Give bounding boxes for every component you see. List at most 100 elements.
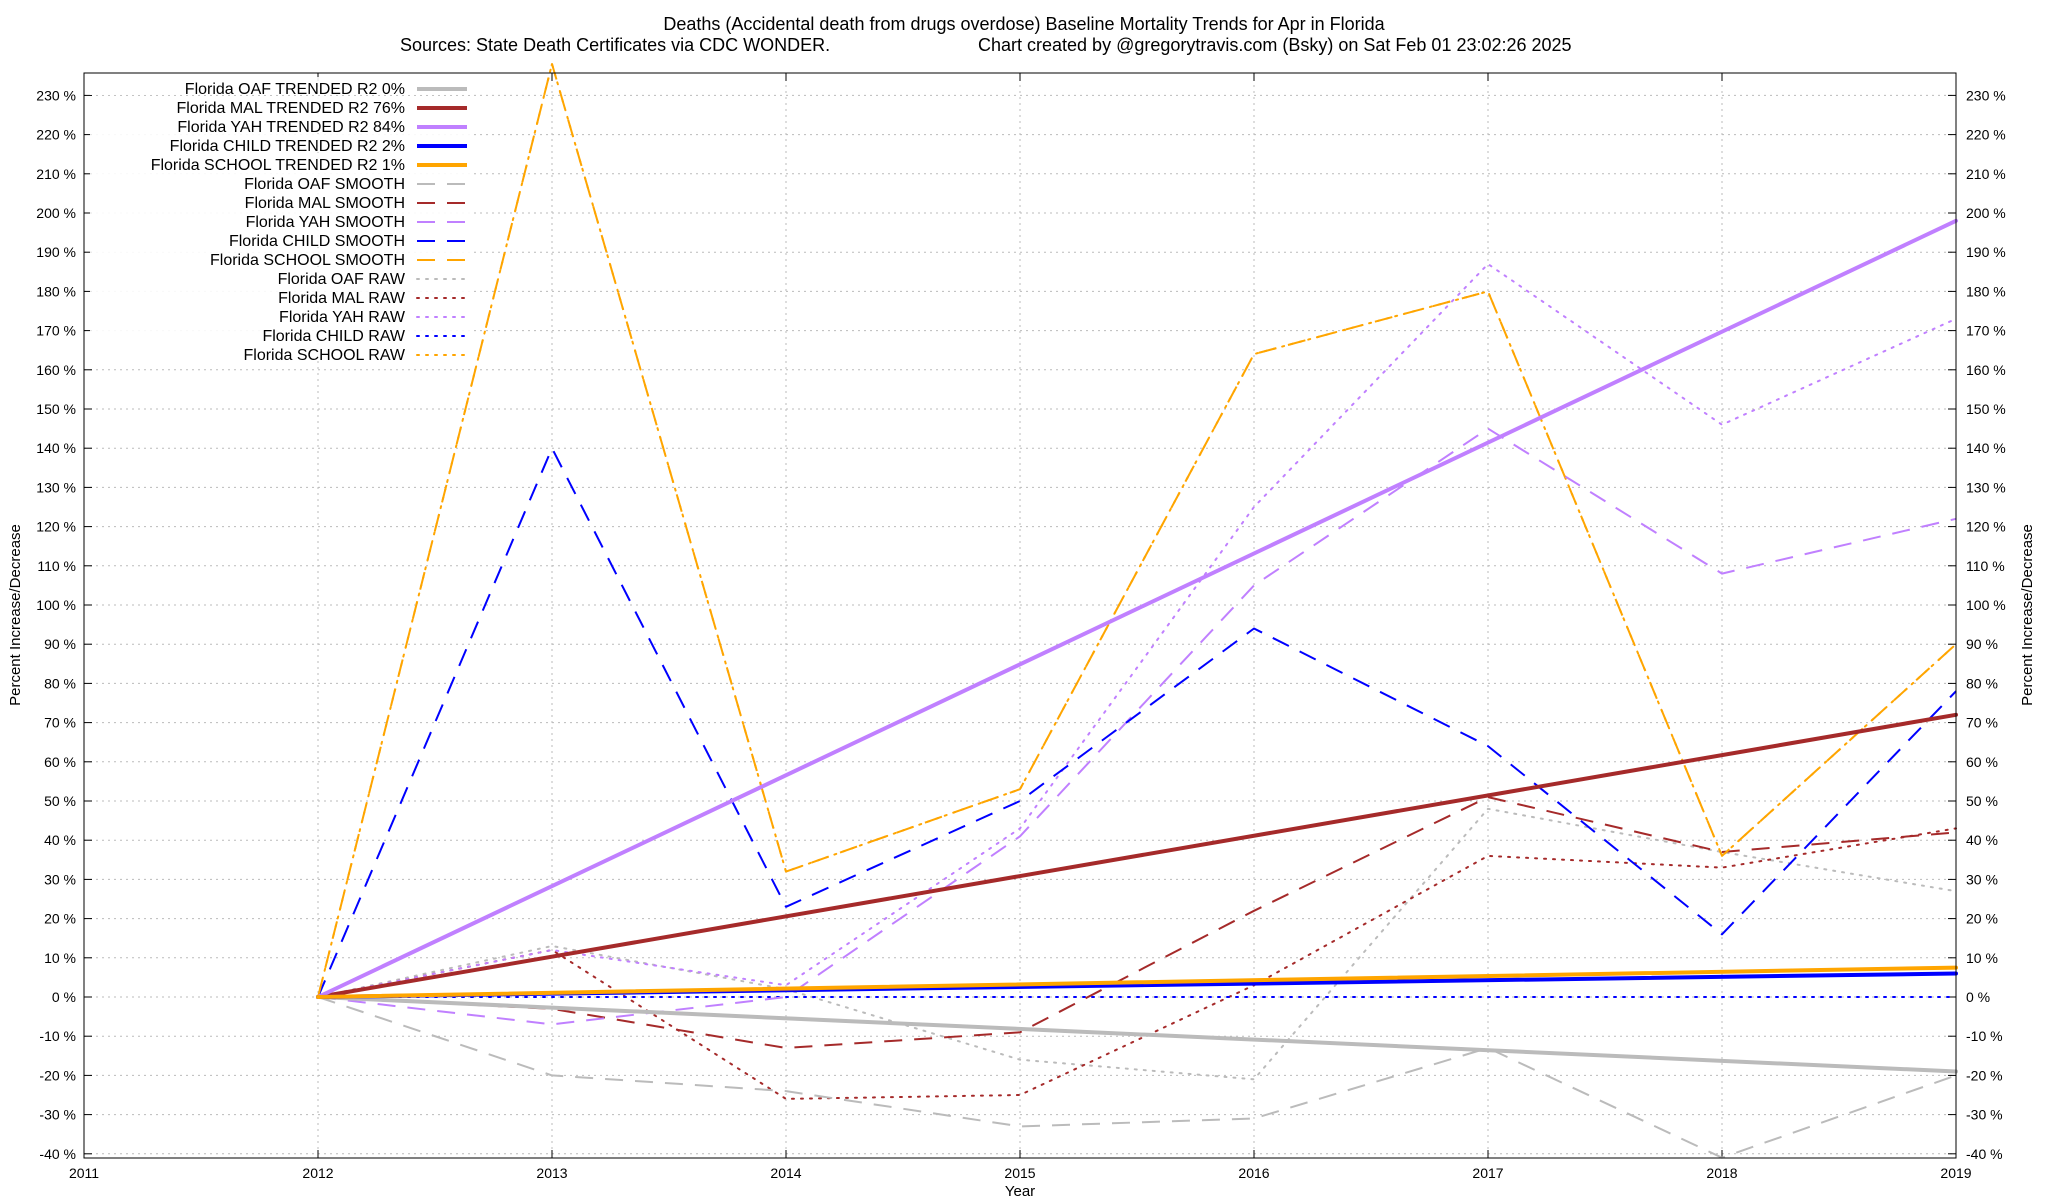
y-tick-label-right: 100 % <box>1966 597 2006 613</box>
legend-label: Florida YAH TRENDED R2 84% <box>177 119 405 136</box>
x-tick-label: 2016 <box>1238 1165 1269 1181</box>
y-tick-label-left: 160 % <box>36 362 76 378</box>
legend-label: Florida YAH RAW <box>279 309 406 326</box>
y-tick-label-left: 140 % <box>36 440 76 456</box>
y-tick-label-right: 130 % <box>1966 479 2006 495</box>
x-tick-label: 2013 <box>536 1165 567 1181</box>
y-tick-label-right: 150 % <box>1966 401 2006 417</box>
chart-subtitle-left: Sources: State Death Certificates via CD… <box>400 35 830 55</box>
y-axis-label-left: Percent Increase/Decrease <box>7 524 24 706</box>
series-line-7 <box>317 427 1957 1026</box>
y-tick-label-right: -20 % <box>1966 1067 2003 1083</box>
legend-bg <box>90 305 470 323</box>
legend-bg <box>90 286 470 304</box>
chart-subtitle-right: Chart created by @gregorytravis.com (Bsk… <box>978 35 1572 55</box>
x-tick-label: 2012 <box>302 1165 333 1181</box>
legend-label: Florida YAH SMOOTH <box>246 214 405 231</box>
y-tick-label-left: 90 % <box>44 636 76 652</box>
y-tick-label-right: -40 % <box>1966 1146 2003 1162</box>
y-tick-label-left: 20 % <box>44 911 76 927</box>
series-line-12 <box>317 263 1957 998</box>
legend-label: Florida OAF TRENDED R2 0% <box>185 81 405 98</box>
x-tick-label: 2017 <box>1472 1165 1503 1181</box>
y-tick-label-right: 30 % <box>1966 871 1998 887</box>
series-line-0 <box>316 995 1958 1074</box>
legend-bg <box>90 324 470 342</box>
x-tick-label: 2019 <box>1940 1165 1971 1181</box>
y-tick-label-left: 30 % <box>44 871 76 887</box>
legend: Florida OAF TRENDED R2 0% Florida MAL TRE… <box>90 77 470 364</box>
y-tick-label-left: 190 % <box>36 244 76 260</box>
legend-label: Florida MAL RAW <box>278 290 406 307</box>
y-tick-label-right: 200 % <box>1966 205 2006 221</box>
y-tick-label-right: 120 % <box>1966 519 2006 535</box>
y-tick-label-left: 200 % <box>36 205 76 221</box>
y-tick-label-left: 10 % <box>44 950 76 966</box>
legend-label: Florida SCHOOL RAW <box>243 347 405 364</box>
x-tick-label: 2015 <box>1004 1165 1035 1181</box>
y-tick-label-left: 170 % <box>36 323 76 339</box>
y-tick-label-left: -40 % <box>39 1146 76 1162</box>
y-tick-label-left: 130 % <box>36 479 76 495</box>
legend-bg <box>90 248 470 266</box>
legend-label: Florida OAF SMOOTH <box>244 176 405 193</box>
y-tick-label-right: -10 % <box>1966 1028 2003 1044</box>
y-tick-label-left: 0 % <box>52 989 76 1005</box>
y-tick-label-right: 140 % <box>1966 440 2006 456</box>
plot-frame <box>83 72 1957 1159</box>
y-tick-label-right: 70 % <box>1966 715 1998 731</box>
series-line-5 <box>317 996 1957 1159</box>
legend-label: Florida CHILD SMOOTH <box>229 233 405 250</box>
y-tick-label-left: 110 % <box>37 558 76 574</box>
y-tick-label-right: 180 % <box>1966 283 2006 299</box>
x-tick-label: 2011 <box>69 1165 99 1181</box>
y-tick-label-left: 220 % <box>36 127 76 143</box>
legend-bg <box>90 343 470 361</box>
legend-bg <box>90 115 470 133</box>
y-tick-label-right: 90 % <box>1966 636 1998 652</box>
legend-label: Florida CHILD TRENDED R2 2% <box>170 138 405 155</box>
y-tick-label-left: 80 % <box>44 675 76 691</box>
y-tick-label-right: 210 % <box>1966 166 2006 182</box>
legend-label: Florida MAL TRENDED R2 76% <box>176 100 405 117</box>
legend-label: Florida SCHOOL TRENDED R2 1% <box>151 157 405 174</box>
legend-bg <box>90 172 470 190</box>
series-line-2 <box>316 218 1958 999</box>
legend-bg <box>90 77 470 95</box>
series-group <box>316 63 1958 1159</box>
y-tick-label-right: 60 % <box>1966 754 1998 770</box>
y-tick-label-left: -20 % <box>39 1067 76 1083</box>
y-tick-label-right: 20 % <box>1966 911 1998 927</box>
y-tick-label-left: 70 % <box>44 715 76 731</box>
legend-label: Florida MAL SMOOTH <box>245 195 405 212</box>
y-tick-label-right: 170 % <box>1966 323 2006 339</box>
y-tick-label-left: 100 % <box>36 597 76 613</box>
series-line-6 <box>317 796 1957 1049</box>
series-line-4 <box>316 965 1958 999</box>
legend-bg <box>90 96 470 114</box>
legend-label: Florida SCHOOL SMOOTH <box>210 252 405 269</box>
y-tick-label-left: -10 % <box>39 1028 76 1044</box>
y-tick-label-left: 40 % <box>44 832 76 848</box>
y-tick-label-left: 50 % <box>44 793 76 809</box>
y-tick-label-right: 190 % <box>1966 244 2006 260</box>
y-tick-label-left: 180 % <box>36 283 76 299</box>
x-tick-label: 2014 <box>770 1165 801 1181</box>
y-tick-label-right: -30 % <box>1966 1107 2003 1123</box>
legend-bg <box>90 153 470 171</box>
series-line-8 <box>317 447 1957 998</box>
x-tick-label: 2018 <box>1706 1165 1737 1181</box>
y-tick-label-right: 10 % <box>1966 950 1998 966</box>
y-tick-label-right: 220 % <box>1966 127 2006 143</box>
y-tick-label-right: 110 % <box>1966 558 2005 574</box>
y-tick-label-left: 120 % <box>36 519 76 535</box>
legend-label: Florida OAF RAW <box>278 271 406 288</box>
legend-bg <box>90 229 470 247</box>
x-axis-label: Year <box>1005 1183 1035 1200</box>
y-tick-label-right: 0 % <box>1966 989 1990 1005</box>
y-tick-label-right: 230 % <box>1966 87 2006 103</box>
series-line-9 <box>317 63 1957 998</box>
y-tick-label-right: 80 % <box>1966 675 1998 691</box>
series-line-1 <box>316 712 1958 999</box>
chart-title: Deaths (Accidental death from drugs over… <box>663 14 1385 34</box>
